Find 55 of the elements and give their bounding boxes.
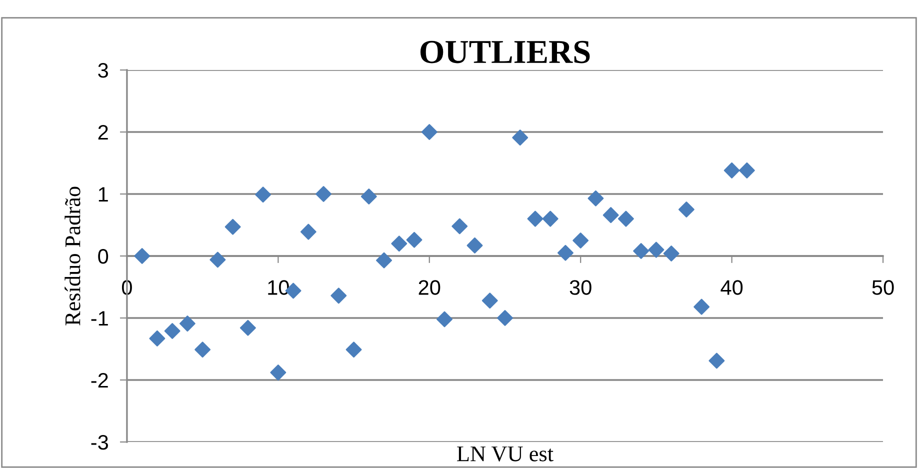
- point: [708, 352, 725, 369]
- point: [149, 330, 166, 346]
- point: [572, 232, 589, 248]
- x-tick-label: 50: [872, 280, 894, 295]
- point: [602, 207, 619, 224]
- point: [618, 210, 634, 227]
- point: [738, 162, 755, 178]
- point: [466, 237, 483, 254]
- point: [346, 342, 362, 358]
- point: [421, 124, 438, 140]
- x-tick-label: 30: [570, 280, 592, 295]
- point: [360, 188, 377, 204]
- y-tick-label: -3: [91, 434, 108, 450]
- point: [542, 210, 558, 227]
- chart-title: OUTLIERS: [420, 40, 590, 64]
- point: [330, 288, 347, 304]
- y-tick-label: 0: [98, 248, 108, 264]
- y-tick-label: -2: [91, 372, 108, 388]
- x-tick-label: 0: [122, 280, 132, 295]
- x-tick-label: 20: [418, 280, 440, 295]
- point: [452, 218, 468, 234]
- y-tick-label: 2: [98, 125, 108, 140]
- point: [512, 130, 528, 146]
- point: [527, 210, 544, 227]
- point: [724, 162, 740, 178]
- point: [134, 248, 150, 264]
- point: [164, 323, 180, 339]
- point: [406, 232, 422, 248]
- point: [588, 190, 604, 206]
- point: [316, 186, 332, 202]
- y-tick-label: 1: [98, 187, 108, 202]
- point: [179, 316, 196, 332]
- point: [391, 236, 408, 252]
- x-tick-label: 40: [720, 280, 743, 295]
- point: [376, 252, 392, 268]
- point: [482, 292, 498, 309]
- point: [436, 311, 452, 328]
- point: [663, 246, 680, 262]
- y-axis-title: Resíduo Padrão: [64, 186, 80, 326]
- point: [210, 252, 226, 268]
- x-axis-title: LN VU est: [457, 446, 554, 462]
- point: [648, 242, 664, 258]
- point: [694, 298, 710, 315]
- point: [255, 186, 272, 203]
- point: [300, 224, 316, 240]
- point: [633, 243, 650, 260]
- point: [558, 244, 574, 261]
- y-tick-label: 3: [98, 63, 108, 78]
- point: [224, 218, 241, 235]
- point: [240, 320, 256, 336]
- point: [678, 202, 694, 218]
- point: [194, 342, 211, 358]
- point: [270, 364, 286, 381]
- y-tick-label: -1: [91, 311, 108, 326]
- point: [497, 310, 513, 326]
